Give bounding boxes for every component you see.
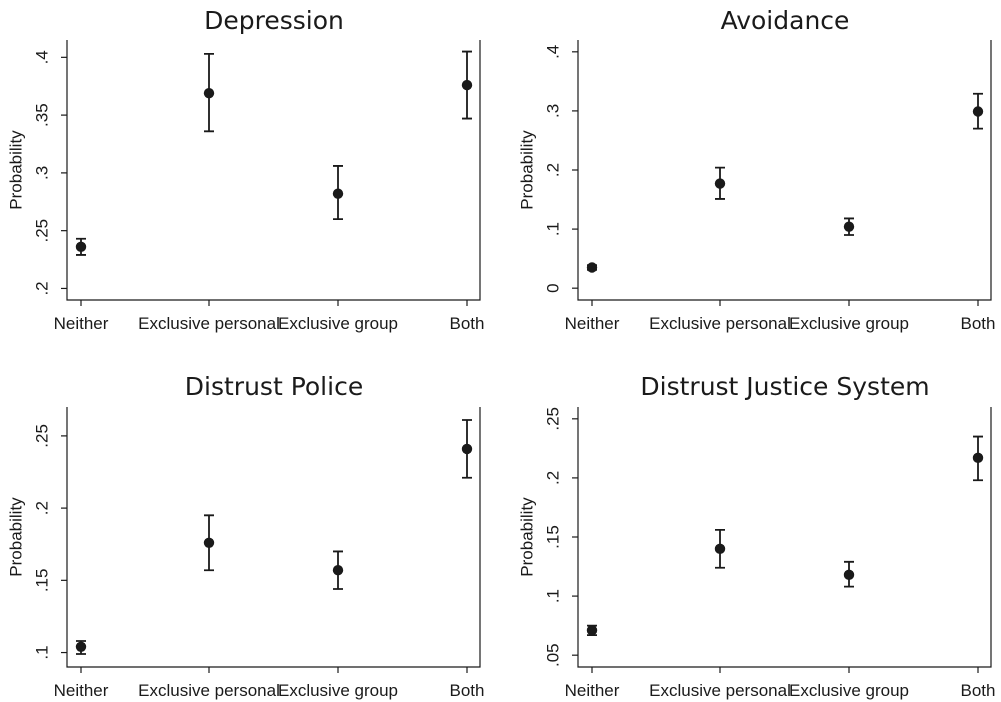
- x-tick-label: Exclusive personal: [138, 314, 280, 333]
- y-tick-label: .1: [32, 645, 51, 659]
- panel-distrust-justice-system: Distrust Justice System Probability .05 .1…: [517, 372, 995, 700]
- y-tick-label: .2: [32, 501, 51, 515]
- x-tick-label: Neither: [565, 681, 620, 700]
- x-tick-label: Both: [450, 314, 485, 333]
- x-tick-label: Neither: [54, 314, 109, 333]
- data-point: [972, 452, 984, 464]
- panel-title: Distrust Police: [185, 372, 363, 401]
- y-tick-label: .2: [32, 281, 51, 295]
- data-point: [972, 106, 984, 117]
- y-tick-label: .4: [32, 50, 51, 64]
- x-tick-label: Neither: [54, 681, 109, 700]
- panel-title: Distrust Justice System: [640, 372, 929, 401]
- x-tick-label: Exclusive group: [789, 314, 909, 333]
- y-tick-label: .35: [32, 103, 51, 127]
- axes-frame: [577, 40, 992, 301]
- data-point: [75, 241, 87, 253]
- axes-frame: [66, 407, 481, 668]
- data-point: [461, 443, 473, 455]
- data-point: [75, 641, 87, 652]
- axes-frame: [66, 40, 481, 301]
- data-point: [332, 565, 344, 576]
- data-point: [586, 262, 598, 273]
- y-tick-label: .2: [543, 471, 562, 485]
- panel-distrust-police: Distrust Police Probability .1 .15 .2 .25 Nei…: [6, 372, 484, 700]
- x-tick-label: Exclusive personal: [138, 681, 280, 700]
- y-tick-label: .25: [543, 407, 562, 431]
- panel-title: Avoidance: [721, 6, 850, 35]
- x-tick-label: Neither: [565, 314, 620, 333]
- y-tick-label: .1: [543, 589, 562, 603]
- y-tick-label: .3: [543, 104, 562, 118]
- y-tick-label: .15: [543, 525, 562, 549]
- data-point: [332, 188, 344, 199]
- axes-frame: [577, 407, 992, 668]
- x-tick-label: Both: [450, 681, 485, 700]
- data-point: [203, 537, 215, 548]
- data-point: [843, 221, 855, 232]
- y-axis-label: Probability: [517, 497, 536, 577]
- y-tick-label: .25: [32, 424, 51, 448]
- y-tick-label: .1: [543, 222, 562, 236]
- data-point: [843, 569, 855, 581]
- data-point: [461, 79, 473, 91]
- x-tick-label: Both: [961, 314, 996, 333]
- y-tick-label: .05: [543, 643, 562, 667]
- panel-title: Depression: [204, 6, 344, 35]
- x-tick-label: Both: [961, 681, 996, 700]
- x-tick-label: Exclusive group: [278, 681, 398, 700]
- x-tick-label: Exclusive group: [789, 681, 909, 700]
- y-tick-label: 0: [543, 283, 562, 292]
- panel-depression: Depression Probability .2 .25 .3 .35 .4 Neithe…: [6, 6, 484, 333]
- data-point: [714, 178, 726, 189]
- y-tick-label: .3: [32, 166, 51, 180]
- x-tick-label: Exclusive group: [278, 314, 398, 333]
- y-axis-label: Probability: [6, 130, 25, 210]
- data-point: [586, 625, 598, 636]
- x-tick-label: Exclusive personal: [649, 681, 791, 700]
- data-point: [714, 543, 726, 555]
- y-tick-label: .25: [32, 219, 51, 243]
- y-tick-label: .15: [32, 569, 51, 593]
- y-axis-label: Probability: [6, 497, 25, 577]
- y-axis-label: Probability: [517, 130, 536, 210]
- data-point: [203, 87, 215, 99]
- y-tick-label: .2: [543, 163, 562, 177]
- panel-avoidance: Avoidance Probability 0 .1 .2 .3 .4 Neither Exc…: [517, 6, 995, 333]
- y-tick-label: .4: [543, 45, 562, 59]
- x-tick-label: Exclusive personal: [649, 314, 791, 333]
